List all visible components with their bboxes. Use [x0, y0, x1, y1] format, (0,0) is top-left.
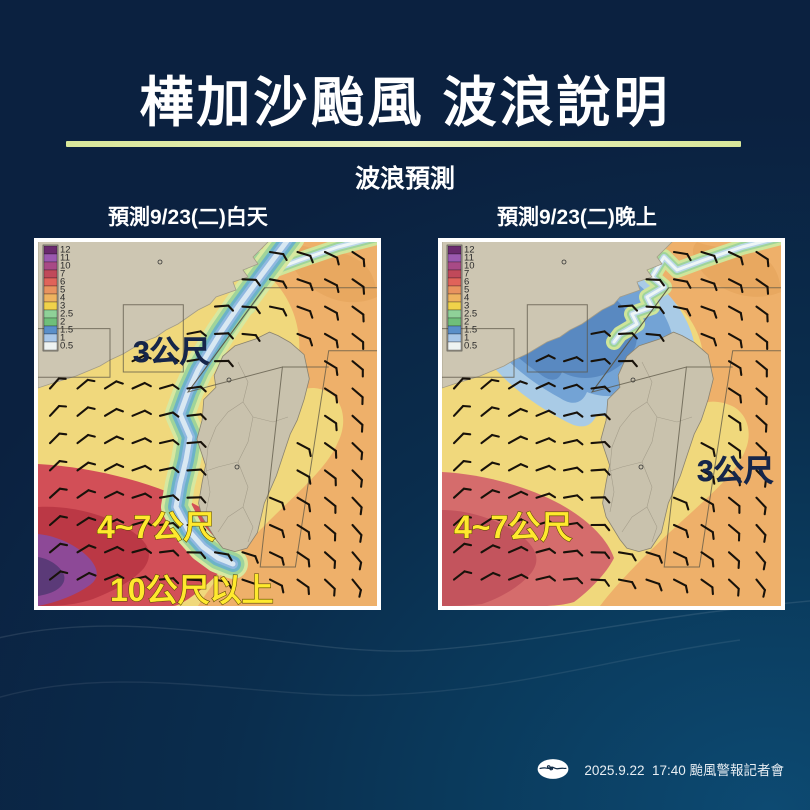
- svg-text:0.5: 0.5: [60, 341, 73, 352]
- svg-text:4~7公尺: 4~7公尺: [97, 509, 215, 545]
- svg-text:4~7公尺: 4~7公尺: [454, 509, 572, 545]
- svg-text:3公尺: 3公尺: [697, 455, 774, 488]
- svg-text:10公尺以上: 10公尺以上: [110, 572, 274, 606]
- svg-text:3公尺: 3公尺: [133, 336, 210, 369]
- svg-text:0.5: 0.5: [464, 341, 477, 352]
